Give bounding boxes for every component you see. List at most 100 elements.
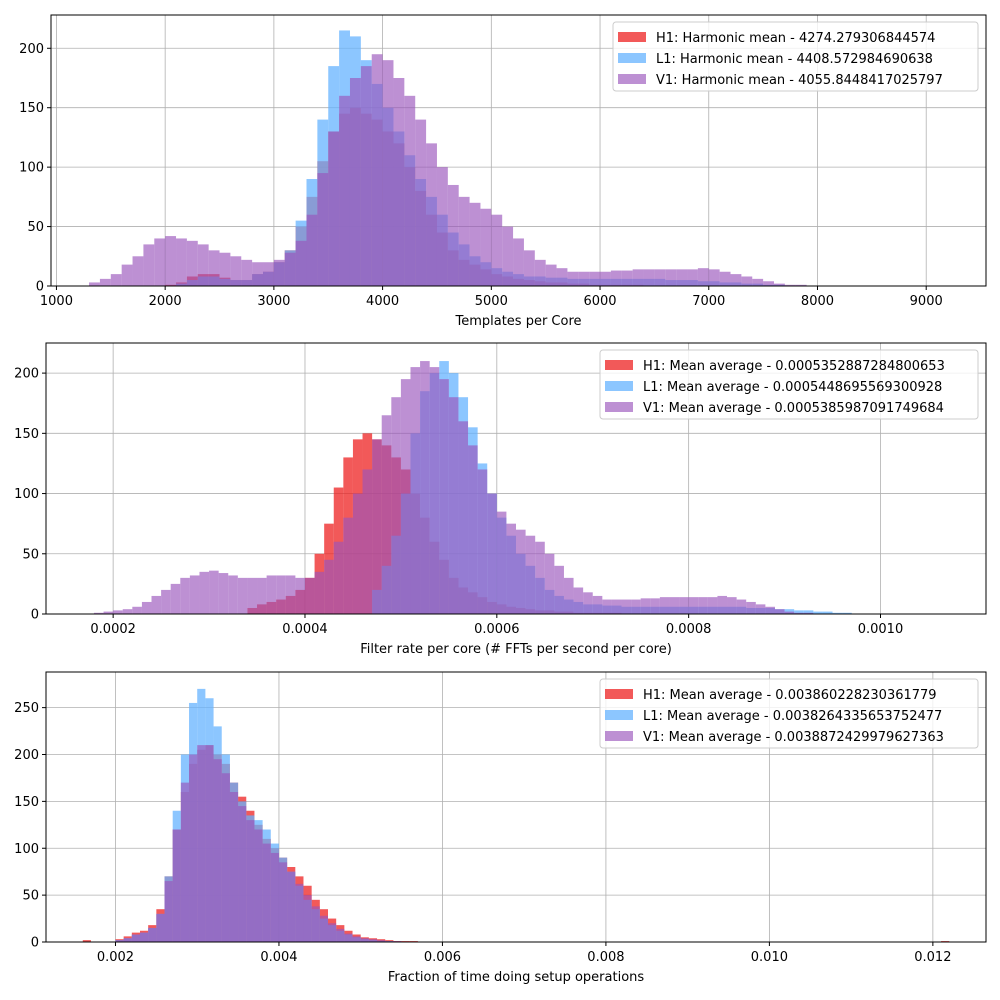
- histogram-bar: [252, 262, 264, 286]
- histogram-bar: [621, 599, 632, 614]
- legend-label: L1: Mean average - 0.0038264335653752477: [643, 709, 942, 724]
- histogram-bar: [99, 278, 111, 286]
- histogram-bar: [688, 597, 699, 614]
- histogram-bar: [344, 933, 353, 942]
- legend-label: V1: Harmonic mean - 4055.8448417025797: [656, 73, 943, 88]
- histogram-bar: [650, 598, 660, 614]
- histogram-bar: [458, 196, 470, 286]
- histogram-bar: [415, 119, 427, 286]
- histogram-bar: [502, 226, 514, 286]
- histogram-bar: [176, 238, 187, 286]
- chart-panel-3: 0.002 0.004 0.006 0.008 0.010 0.012 0 50 100 150 2…: [14, 671, 987, 985]
- histogram-bar: [360, 938, 369, 942]
- histogram-bar: [82, 940, 91, 942]
- legend-swatch: [605, 381, 633, 391]
- histogram-bar: [254, 829, 263, 942]
- histogram-bar: [148, 927, 157, 942]
- y-tick-label: 100: [19, 161, 44, 176]
- histogram-bar: [143, 244, 155, 286]
- histogram-bar: [698, 597, 708, 614]
- histogram-bar: [842, 612, 852, 614]
- histogram-bar: [755, 604, 766, 614]
- histogram-bar: [336, 928, 345, 942]
- histogram-bar: [205, 745, 214, 942]
- histogram-bar: [592, 595, 603, 614]
- x-tick-label: 0.012: [914, 950, 951, 965]
- histogram-bar: [180, 577, 190, 614]
- histogram-bar: [257, 577, 267, 614]
- histogram-bar: [410, 367, 421, 614]
- legend-swatch: [605, 689, 633, 699]
- histogram-bar: [391, 397, 401, 614]
- histogram-bar: [352, 936, 361, 942]
- series-3-bars: [93, 361, 814, 614]
- x-tick-label: 8000: [801, 294, 834, 309]
- histogram-bar: [436, 167, 448, 286]
- histogram-bar: [140, 932, 149, 942]
- histogram-bar: [544, 553, 555, 614]
- histogram-bar: [170, 583, 181, 614]
- histogram-bar: [328, 923, 337, 942]
- histogram-bar: [132, 256, 144, 286]
- histogram-bar: [213, 759, 222, 942]
- histogram-bar: [429, 367, 440, 614]
- legend-swatch: [618, 74, 646, 84]
- legend-swatch: [605, 710, 633, 720]
- histogram-bar: [491, 214, 503, 286]
- histogram-bar: [610, 270, 622, 286]
- histogram-bar: [643, 269, 655, 286]
- histogram-bar: [208, 250, 220, 286]
- y-tick-label: 50: [22, 547, 39, 562]
- histogram-bar: [156, 913, 165, 942]
- histogram-bar: [368, 939, 378, 942]
- legend-label: V1: Mean average - 0.0005385987091749684: [643, 401, 944, 416]
- x-tick-label: 0.004: [260, 950, 297, 965]
- histogram-bar: [237, 577, 248, 614]
- histogram-bar: [295, 577, 305, 614]
- x-tick-label: 7000: [692, 294, 725, 309]
- legend-label: H1: Harmonic mean - 4274.279306844574: [656, 31, 935, 46]
- y-tick-label: 0: [36, 280, 44, 295]
- legend: H1: Mean average - 0.003860228230361779 L…: [599, 678, 979, 749]
- histogram-bar: [707, 597, 718, 614]
- histogram-bar: [123, 938, 132, 942]
- y-tick-label: 250: [14, 701, 39, 716]
- legend-swatch: [605, 731, 633, 741]
- x-tick-label: 2000: [149, 294, 182, 309]
- histogram-bar: [676, 269, 688, 286]
- histogram-bar: [578, 271, 590, 286]
- histogram-bar: [563, 577, 574, 614]
- histogram-bar: [266, 575, 277, 614]
- histogram-bar: [273, 259, 285, 286]
- x-tick-label: 9000: [910, 294, 943, 309]
- x-axis-label: Fraction of time doing setup operations: [388, 970, 645, 985]
- histogram-bar: [238, 806, 247, 942]
- histogram-bar: [458, 421, 469, 614]
- histogram-bar: [319, 915, 328, 942]
- histogram-bar: [304, 577, 315, 614]
- histogram-bar: [197, 745, 206, 942]
- histogram-bar: [795, 284, 807, 286]
- histogram-bar: [247, 577, 258, 614]
- histogram-bar: [513, 238, 524, 286]
- y-tick-label: 150: [19, 101, 44, 116]
- histogram-bars: [82, 688, 950, 942]
- histogram-bar: [659, 597, 670, 614]
- y-tick-label: 200: [14, 748, 39, 763]
- histogram-bar: [717, 595, 728, 614]
- histogram-bars: [93, 361, 852, 614]
- histogram-bar: [324, 559, 334, 614]
- histogram-bar: [523, 250, 535, 286]
- histogram-bar: [113, 610, 123, 614]
- x-tick-label: 6000: [583, 294, 616, 309]
- histogram-bar: [172, 829, 181, 942]
- histogram-bar: [554, 565, 564, 614]
- histogram-bar: [480, 208, 492, 286]
- histogram-bar: [314, 571, 325, 614]
- histogram-bar: [765, 606, 775, 614]
- y-tick-label: 50: [27, 220, 44, 235]
- histogram-bar: [730, 274, 742, 286]
- histogram-bar: [556, 268, 568, 286]
